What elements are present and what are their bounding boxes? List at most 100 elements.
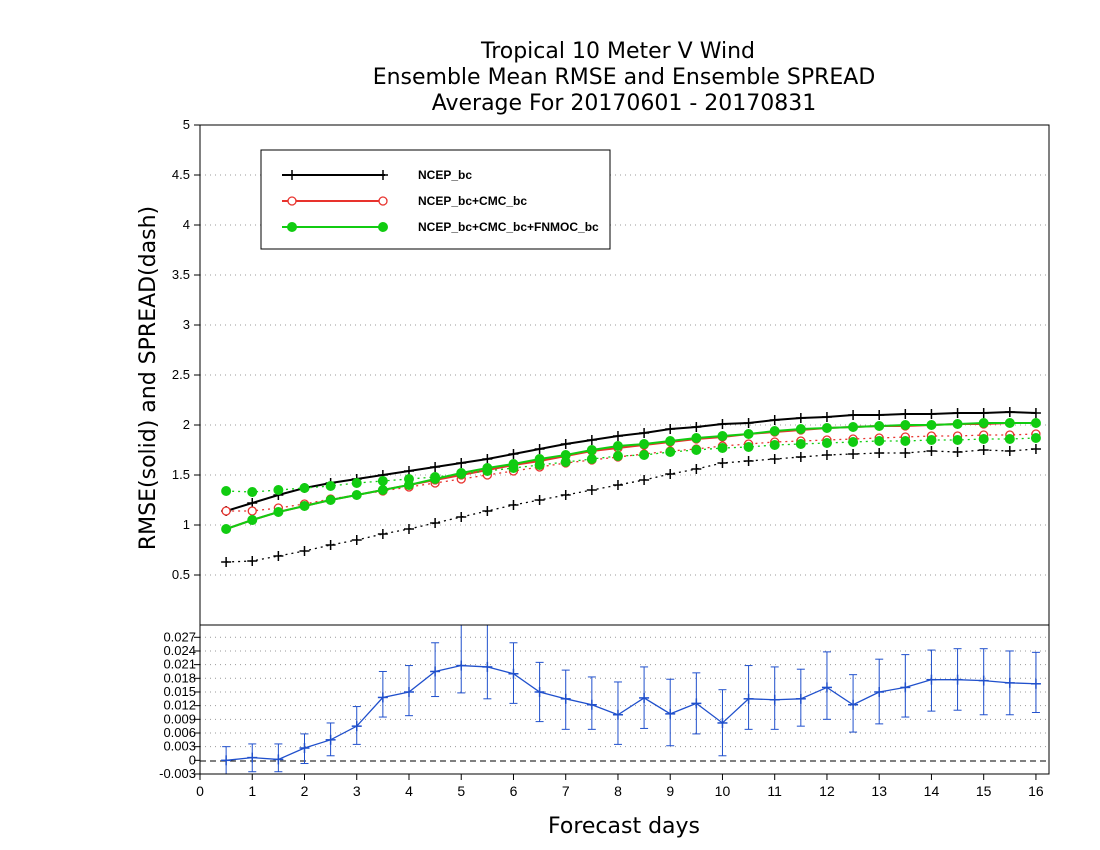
spread-point: [821, 450, 832, 460]
spread-point: [926, 435, 937, 445]
top-panel-series: [221, 407, 1041, 567]
rmse-point: [508, 459, 519, 469]
difference-point: [586, 699, 597, 710]
rmse-line-NCEP_bc+CMC_bc+FNMOC_bc: [225, 422, 1036, 530]
rmse-point: [952, 408, 963, 418]
difference-point: [508, 668, 519, 679]
spread-point: [821, 438, 832, 448]
y-tick-label: 1.5: [172, 467, 190, 482]
spread-point: [377, 476, 388, 486]
y-tick-label: 3.5: [172, 267, 190, 282]
difference-point: [900, 682, 911, 693]
spread-point: [247, 506, 257, 516]
x-tick-label: 6: [510, 783, 518, 799]
rmse-point: [821, 423, 832, 433]
x-axis-label: Forecast days: [548, 814, 700, 839]
rmse-point: [717, 419, 728, 429]
spread-point: [874, 448, 885, 458]
rmse-point: [848, 422, 859, 432]
rmse-point: [665, 436, 676, 446]
spread-point: [978, 434, 989, 444]
rmse-point: [612, 431, 623, 441]
spread-point: [403, 524, 414, 534]
error-bar: [457, 624, 466, 694]
rmse-point: [247, 515, 258, 525]
x-tick-label: 10: [715, 783, 731, 799]
y-tick-label: 2: [183, 417, 190, 432]
rmse-point: [456, 468, 467, 478]
spread-point: [691, 464, 702, 474]
difference-point: [403, 686, 414, 697]
difference-point: [795, 693, 806, 704]
y-tick-label: 0.003: [163, 739, 196, 754]
rmse-point: [795, 413, 806, 423]
y-tick-label: -0.003: [159, 766, 196, 781]
error-bar: [483, 624, 492, 700]
x-tick-label: 14: [924, 783, 940, 799]
y-tick-label: 4.5: [172, 167, 190, 182]
difference-point: [534, 686, 545, 697]
rmse-point: [377, 485, 388, 495]
spread-point: [508, 500, 519, 510]
spread-point: [717, 443, 728, 453]
x-axis: 0 1 2 3 4 5 6 7 8 9 10 11 12 13 14 15 16: [196, 774, 1044, 799]
x-tick-label: 12: [819, 783, 835, 799]
legend: NCEP_bc NCEP_bc+CMC_bc NCEP_bc+CMC_bc+FNMO…: [260, 149, 611, 250]
rmse-point: [926, 409, 937, 419]
rmse-point: [534, 454, 545, 464]
spread-point: [900, 448, 911, 458]
y-tick-label: 0.021: [163, 657, 196, 672]
spread-point: [351, 535, 362, 545]
rmse-point: [430, 462, 441, 472]
x-tick-label: 5: [457, 783, 465, 799]
difference-line: [226, 664, 1036, 761]
spread-point: [325, 481, 336, 491]
rmse-point: [978, 418, 989, 428]
rmse-point: [848, 410, 859, 420]
rmse-line-NCEP_bc+CMC_bc: [225, 422, 1036, 530]
rmse-point: [612, 441, 623, 451]
rmse-point: [456, 458, 467, 468]
chart-title: Tropical 10 Meter V Wind Ensemble Mean R…: [373, 39, 876, 116]
rmse-point: [795, 424, 806, 434]
bottom-panel-frame: [199, 624, 1050, 775]
spread-point: [743, 456, 754, 466]
rmse-point: [952, 419, 963, 429]
spread-point: [665, 469, 676, 479]
bottom-panel-grid: [200, 636, 1049, 775]
y-tick-label: 0: [189, 752, 196, 767]
difference-point: [978, 675, 989, 686]
difference-point: [325, 734, 336, 745]
title-line-2: Ensemble Mean RMSE and Ensemble SPREAD: [373, 65, 876, 90]
difference-point: [456, 660, 467, 671]
y-tick-label: 4: [183, 217, 190, 232]
title-line-1: Tropical 10 Meter V Wind: [480, 39, 755, 64]
rmse-point: [717, 431, 728, 441]
spread-point: [926, 446, 937, 456]
top-panel-y-axis: 0.5 1 1.5 2 2.5 3 3.5 4 4.5 5: [172, 117, 200, 582]
spread-point: [247, 556, 258, 566]
spread-point: [848, 437, 859, 447]
spread-point: [534, 495, 545, 505]
spread-point: [273, 551, 284, 561]
difference-point: [743, 693, 754, 704]
title-line-3: Average For 20170601 - 20170831: [432, 91, 817, 116]
y-axis-label: RMSE(solid) and SPREAD(dash): [136, 206, 161, 550]
rmse-point: [403, 480, 414, 490]
spread-point: [586, 454, 597, 464]
x-tick-label: 13: [871, 783, 887, 799]
difference-point: [273, 754, 284, 765]
y-tick-label: 0.009: [163, 711, 196, 726]
rmse-point: [299, 501, 310, 511]
spread-point: [273, 485, 284, 495]
difference-point: [952, 674, 963, 685]
x-tick-label: 1: [248, 783, 256, 799]
legend-marker: [378, 170, 388, 180]
rmse-point: [273, 507, 284, 517]
rmse-point: [534, 444, 545, 454]
spread-point: [1030, 433, 1041, 443]
rmse-point: [691, 433, 702, 443]
x-tick-label: 9: [666, 783, 674, 799]
rmse-point: [586, 445, 597, 455]
